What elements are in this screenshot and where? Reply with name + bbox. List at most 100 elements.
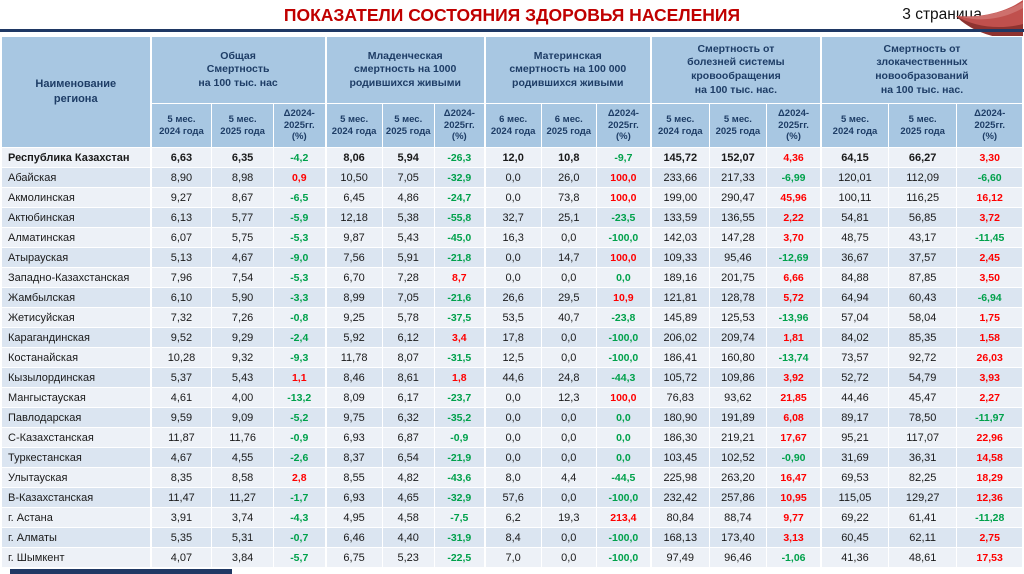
value-cell: 4,58: [381, 507, 435, 528]
value-cell: 96,46: [708, 547, 768, 568]
value-cell: 48,75: [819, 227, 889, 248]
value-cell: 160,80: [708, 347, 768, 368]
delta-cell: -13,96: [766, 307, 822, 328]
value-cell: 173,40: [708, 527, 768, 548]
value-cell: 121,81: [649, 287, 710, 308]
value-cell: 82,25: [887, 467, 958, 488]
value-cell: 3,84: [211, 547, 274, 568]
value-cell: 8,37: [324, 447, 383, 468]
table-row: Мангыстауская 4,61 4,00 -13,2 8,09 6,17 -23,7 0…: [1, 387, 1023, 408]
delta-cell: 22,96: [956, 427, 1023, 448]
value-cell: 92,72: [887, 347, 958, 368]
value-cell: 6,2: [483, 507, 542, 528]
value-cell: 58,04: [887, 307, 958, 328]
delta-cell: -100,0: [595, 547, 652, 568]
table-row: Улытауская 8,35 8,58 2,8 8,55 4,82 -43,6 8,0 4,4…: [1, 467, 1023, 488]
value-cell: 6,63: [149, 147, 213, 168]
value-cell: 5,43: [211, 367, 274, 388]
region-name-cell: Туркестанская: [1, 447, 152, 468]
delta-cell: 3,92: [766, 367, 822, 388]
value-cell: 12,5: [483, 347, 542, 368]
value-cell: 4,67: [211, 247, 274, 268]
table-row: Республика Казахстан 6,63 6,35 -4,2 8,06 5,94…: [1, 147, 1023, 168]
value-cell: 64,94: [819, 287, 889, 308]
value-cell: 0,0: [540, 527, 597, 548]
value-cell: 4,82: [381, 467, 435, 488]
value-cell: 5,38: [381, 207, 435, 228]
region-name-cell: Кызылординская: [1, 367, 152, 388]
value-cell: 6,35: [211, 147, 274, 168]
delta-cell: -4,3: [272, 507, 327, 528]
value-cell: 40,7: [540, 307, 597, 328]
value-cell: 152,07: [708, 147, 768, 168]
sub-header: 6 мес. 2025 года: [540, 103, 597, 148]
value-cell: 100,11: [819, 187, 889, 208]
delta-cell: 2,45: [956, 247, 1023, 268]
value-cell: 189,16: [649, 267, 710, 288]
sub-header: 5 мес. 2025 года: [381, 103, 435, 148]
value-cell: 103,45: [649, 447, 710, 468]
value-cell: 8,46: [324, 367, 383, 388]
value-cell: 8,4: [483, 527, 542, 548]
delta-cell: 3,30: [956, 147, 1023, 168]
value-cell: 6,54: [381, 447, 435, 468]
sub-header: Δ2024- 2025гг. (%): [595, 103, 652, 148]
sub-header: 5 мес. 2025 года: [708, 103, 768, 148]
value-cell: 9,52: [149, 327, 213, 348]
value-cell: 5,31: [211, 527, 274, 548]
delta-cell: 16,47: [766, 467, 822, 488]
value-cell: 7,28: [381, 267, 435, 288]
value-cell: 4,95: [324, 507, 383, 528]
value-cell: 8,99: [324, 287, 383, 308]
region-name-cell: Улытауская: [1, 467, 152, 488]
delta-cell: 18,29: [956, 467, 1023, 488]
value-cell: 209,74: [708, 327, 768, 348]
delta-cell: -11,97: [956, 407, 1023, 428]
value-cell: 9,25: [324, 307, 383, 328]
delta-cell: -26,3: [433, 147, 486, 168]
sub-header: Δ2024- 2025гг. (%): [433, 103, 486, 148]
delta-cell: -21,9: [433, 447, 486, 468]
value-cell: 4,61: [149, 387, 213, 408]
delta-cell: 0,9: [272, 167, 327, 188]
value-cell: 109,86: [708, 367, 768, 388]
delta-cell: -2,4: [272, 327, 327, 348]
title-divider: [0, 29, 1024, 32]
value-cell: 5,94: [381, 147, 435, 168]
delta-cell: 3,50: [956, 267, 1023, 288]
table-header: Наименование региона Общая Смертность на …: [1, 36, 1023, 148]
delta-cell: -100,0: [595, 227, 652, 248]
delta-cell: -23,7: [433, 387, 486, 408]
value-cell: 26,6: [483, 287, 542, 308]
value-cell: 257,86: [708, 487, 768, 508]
value-cell: 219,21: [708, 427, 768, 448]
delta-cell: -1,06: [766, 547, 822, 568]
value-cell: 6,10: [149, 287, 213, 308]
delta-cell: -55,8: [433, 207, 486, 228]
value-cell: 5,37: [149, 367, 213, 388]
value-cell: 3,91: [149, 507, 213, 528]
title-bar: ПОКАЗАТЕЛИ СОСТОЯНИЯ ЗДОРОВЬЯ НАСЕЛЕНИЯ …: [0, 0, 1024, 40]
value-cell: 225,98: [649, 467, 710, 488]
value-cell: 0,0: [483, 167, 542, 188]
delta-cell: 16,12: [956, 187, 1023, 208]
region-column-header: Наименование региона: [1, 36, 151, 148]
value-cell: 73,8: [540, 187, 597, 208]
delta-cell: -6,5: [272, 187, 327, 208]
value-cell: 36,67: [819, 247, 889, 268]
delta-cell: 100,0: [595, 187, 652, 208]
value-cell: 0,0: [483, 387, 542, 408]
value-cell: 9,87: [324, 227, 383, 248]
value-cell: 233,66: [649, 167, 710, 188]
value-cell: 10,28: [149, 347, 213, 368]
delta-cell: -0,8: [272, 307, 327, 328]
delta-cell: 0,0: [595, 427, 652, 448]
delta-cell: 100,0: [595, 387, 652, 408]
delta-cell: 14,58: [956, 447, 1023, 468]
table-container: Наименование региона Общая Смертность на …: [1, 36, 1023, 568]
sub-header: 5 мес. 2024 года: [819, 103, 889, 148]
sub-header: Δ2024- 2025гг. (%): [766, 103, 822, 148]
value-cell: 56,85: [887, 207, 958, 228]
value-cell: 217,33: [708, 167, 768, 188]
value-cell: 168,13: [649, 527, 710, 548]
